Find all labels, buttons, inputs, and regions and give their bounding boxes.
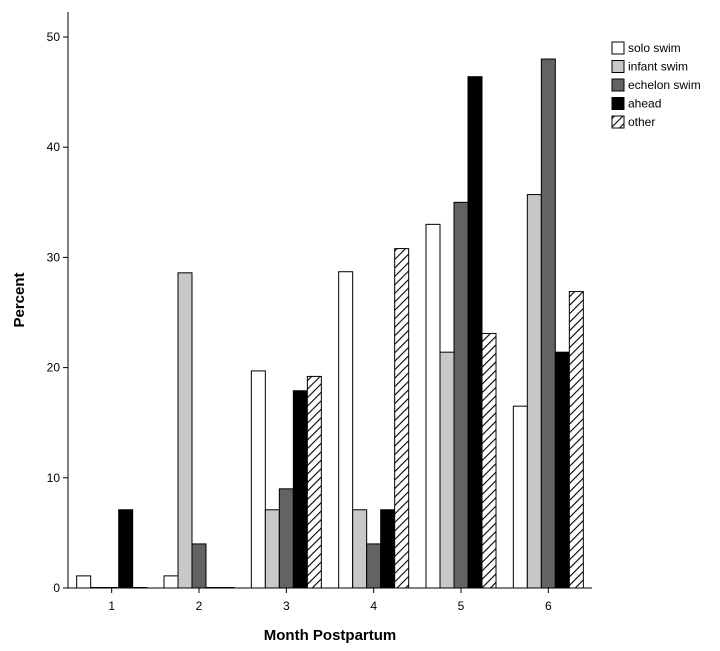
bar-solo-swim-month-3	[250, 370, 266, 589]
x-tick-label: 2	[196, 599, 203, 613]
x-tick-label: 6	[545, 599, 552, 613]
y-tick-label: 50	[47, 30, 61, 44]
bars-group	[76, 58, 584, 589]
bar-infant-swim-month-5	[439, 351, 455, 589]
y-tick-label: 0	[53, 581, 60, 595]
bar-solo-swim-month-5	[425, 223, 441, 589]
axes-group: 0 10 20 30 40 50 1 2 3 4 5 6	[47, 12, 592, 613]
bar-echelon-swim-month-6	[540, 58, 556, 589]
y-axis-title: Percent	[11, 272, 28, 327]
legend-swatch-echelon-swim	[611, 78, 625, 92]
bar-other-month-5	[481, 332, 497, 589]
bar-echelon-swim-month-2	[191, 543, 207, 589]
y-tick-label: 40	[47, 140, 61, 154]
legend-label: solo swim	[628, 41, 681, 55]
bar-solo-swim-month-2	[163, 575, 179, 589]
x-tick-label: 1	[108, 599, 115, 613]
bar-ahead-month-1	[118, 509, 134, 589]
bar-ahead-month-5	[467, 76, 483, 589]
legend-label: echelon swim	[628, 78, 701, 92]
x-axis-title: Month Postpartum	[264, 627, 397, 644]
bar-ahead-month-6	[554, 351, 570, 589]
bar-infant-swim-month-2	[177, 272, 193, 589]
bar-solo-swim-month-1	[76, 575, 92, 589]
bar-ahead-month-3	[292, 390, 308, 589]
legend-label: ahead	[628, 97, 661, 111]
x-tick-label: 4	[370, 599, 377, 613]
legend-label: other	[628, 115, 655, 129]
bar-infant-swim-month-6	[526, 194, 542, 589]
y-tick-label: 20	[47, 361, 61, 375]
bar-other-month-3	[306, 375, 322, 589]
bar-infant-swim-month-3	[264, 509, 280, 589]
legend-swatch-other	[611, 115, 625, 129]
x-tick-label: 3	[283, 599, 290, 613]
legend-swatch-ahead	[611, 97, 625, 110]
legend-label: infant swim	[628, 60, 688, 74]
bar-infant-swim-month-4	[352, 509, 368, 589]
bar-ahead-month-4	[380, 509, 396, 589]
bar-solo-swim-month-4	[338, 271, 354, 589]
x-tick-label: 5	[458, 599, 465, 613]
legend-swatch-solo-swim	[611, 41, 625, 55]
bar-echelon-swim-month-4	[366, 543, 382, 589]
legend-swatch-infant-swim	[611, 60, 625, 73]
bar-solo-swim-month-6	[512, 405, 528, 589]
bar-other-month-4	[394, 248, 410, 589]
bar-echelon-swim-month-5	[453, 201, 469, 589]
legend: solo swim infant swim echelon swim ahead oth…	[611, 41, 701, 129]
y-tick-label: 10	[47, 471, 61, 485]
bar-other-month-6	[568, 291, 584, 589]
y-tick-label: 30	[47, 250, 61, 264]
bar-echelon-swim-month-3	[278, 488, 294, 589]
